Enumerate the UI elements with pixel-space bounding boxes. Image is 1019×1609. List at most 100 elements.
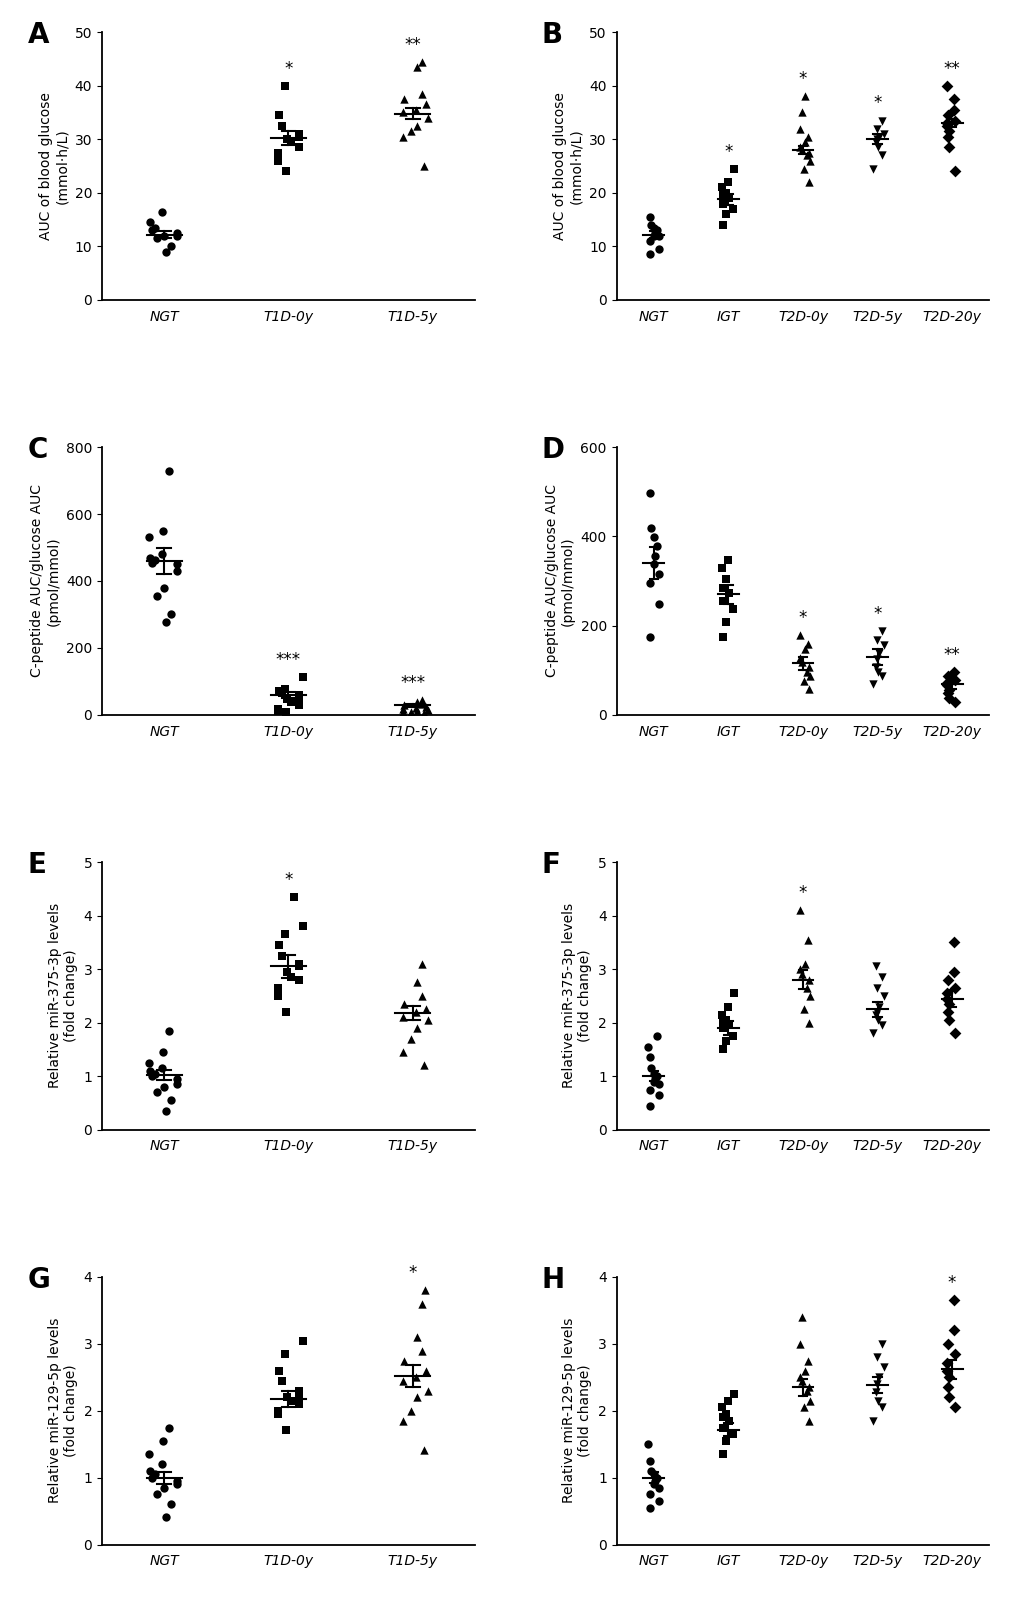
Point — [277, 72, 293, 98]
Point — [269, 698, 285, 724]
Y-axis label: Relative miR-129-5p levels
(fold change): Relative miR-129-5p levels (fold change) — [48, 1318, 77, 1503]
Point — [946, 159, 962, 185]
Point — [725, 980, 741, 1006]
Point — [641, 479, 657, 505]
Point — [155, 1039, 171, 1065]
Point — [168, 1472, 184, 1498]
Point — [649, 217, 665, 243]
Point — [717, 1429, 734, 1455]
Point — [869, 135, 886, 161]
Point — [801, 1389, 817, 1414]
Point — [168, 1067, 184, 1093]
Point — [725, 156, 741, 182]
Text: ***: *** — [399, 674, 425, 692]
Point — [168, 1072, 184, 1097]
Point — [161, 1018, 177, 1044]
Y-axis label: AUC of blood glucose
(mmol·h/L): AUC of blood glucose (mmol·h/L) — [553, 92, 583, 240]
Text: H: H — [541, 1266, 565, 1294]
Point — [142, 545, 158, 571]
Point — [946, 689, 962, 714]
Point — [870, 640, 887, 666]
Point — [417, 1278, 433, 1303]
Point — [718, 169, 735, 195]
Point — [277, 922, 293, 948]
Point — [283, 1389, 300, 1414]
Point — [163, 1088, 179, 1113]
Point — [947, 668, 963, 693]
Text: D: D — [541, 436, 565, 465]
Point — [795, 996, 811, 1022]
Point — [800, 676, 816, 702]
Point — [800, 967, 816, 993]
Point — [168, 220, 184, 246]
Point — [645, 1060, 661, 1086]
Point — [793, 650, 809, 676]
Text: *: * — [798, 610, 806, 628]
Point — [149, 582, 165, 608]
Point — [269, 697, 285, 722]
Point — [796, 636, 812, 661]
Point — [946, 1318, 962, 1344]
Point — [161, 1414, 177, 1440]
Point — [800, 1408, 816, 1434]
Text: *: * — [284, 870, 292, 888]
Point — [946, 1395, 962, 1421]
Point — [420, 1377, 436, 1403]
Point — [725, 196, 741, 222]
Point — [290, 1392, 307, 1418]
Point — [799, 927, 815, 953]
Point — [642, 515, 658, 541]
Point — [394, 1368, 411, 1393]
Point — [714, 1442, 731, 1467]
Point — [940, 119, 956, 145]
Point — [868, 975, 884, 1001]
Point — [714, 1414, 731, 1440]
Point — [720, 1012, 737, 1038]
Point — [798, 1377, 814, 1403]
Point — [793, 100, 809, 126]
Point — [713, 1395, 730, 1421]
Point — [290, 692, 307, 718]
Point — [869, 1389, 886, 1414]
Point — [864, 1408, 880, 1434]
Point — [641, 204, 657, 230]
Point — [408, 1364, 424, 1390]
Point — [801, 663, 817, 689]
Y-axis label: Relative miR-129-5p levels
(fold change): Relative miR-129-5p levels (fold change) — [561, 1318, 592, 1503]
Point — [409, 1324, 425, 1350]
Point — [796, 951, 812, 977]
Point — [946, 1020, 962, 1046]
Point — [278, 159, 294, 185]
Point — [651, 1072, 667, 1097]
Point — [937, 980, 954, 1006]
Point — [940, 1364, 956, 1390]
Point — [413, 1337, 429, 1363]
Point — [641, 1448, 657, 1474]
Point — [277, 1340, 293, 1366]
Point — [278, 959, 294, 985]
Text: *: * — [798, 71, 806, 88]
Point — [409, 970, 425, 996]
Point — [651, 1475, 667, 1501]
Point — [394, 100, 411, 126]
Point — [795, 668, 811, 693]
Point — [141, 1442, 157, 1467]
Point — [290, 135, 307, 161]
Point — [714, 190, 731, 216]
Point — [278, 1416, 294, 1442]
Point — [718, 994, 735, 1020]
Point — [294, 1327, 311, 1353]
Point — [868, 999, 884, 1025]
Point — [278, 1384, 294, 1409]
Point — [641, 241, 657, 267]
Point — [155, 518, 171, 544]
Point — [149, 1482, 165, 1508]
Point — [163, 1492, 179, 1517]
Point — [873, 108, 890, 134]
Point — [937, 986, 954, 1012]
Point — [270, 679, 286, 705]
Point — [799, 1348, 815, 1374]
Point — [793, 1305, 809, 1331]
Point — [798, 975, 814, 1001]
Point — [937, 1358, 954, 1384]
